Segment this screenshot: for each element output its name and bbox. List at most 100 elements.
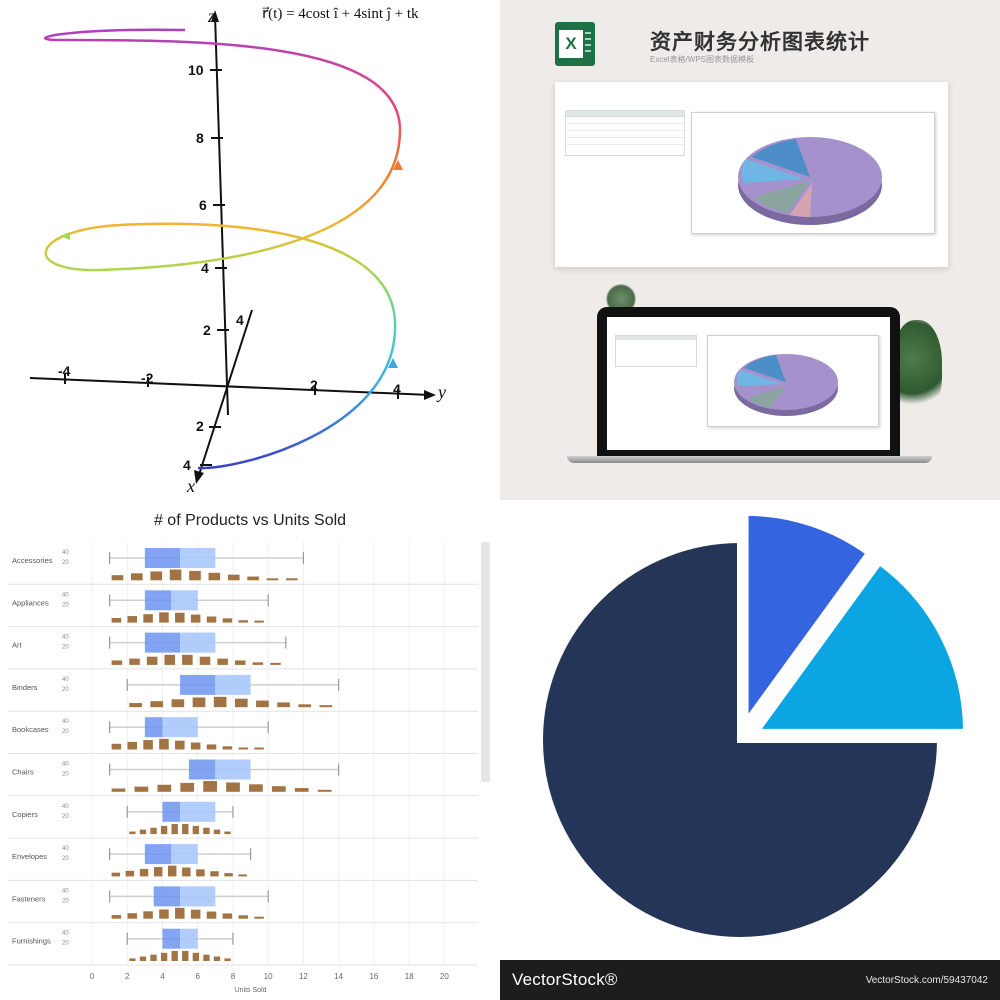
laptop [597,307,900,457]
box-upper-half [180,886,216,907]
category-label: Accessories [12,556,53,565]
histogram-bar [234,698,248,708]
histogram-bar [153,867,163,877]
mini-table [565,110,685,156]
box-lower-half [162,928,181,949]
z-axis [214,14,229,416]
histogram-bar [159,909,169,919]
x-axis-label: x [186,476,195,496]
sub-tick-label: 40 [62,846,69,852]
histogram-bar [192,825,200,835]
box-upper-half [215,674,251,695]
x-tick-label: 2 [125,972,130,981]
histogram-bar [271,786,286,792]
histogram-bar [317,789,332,792]
sub-tick-label: 40 [62,888,69,894]
sub-tick-label: 40 [62,635,69,641]
histogram-bar [182,654,193,665]
y-axis-arrow [424,390,436,400]
histogram-bar [210,871,219,877]
y-tick-label: -2 [141,370,154,386]
z-tick-label: 6 [199,197,207,213]
histogram-bar [134,786,149,792]
footer-brand[interactable]: VectorStock® [512,970,618,989]
x-tick-label: 8 [231,972,236,981]
helix-equation: r⃗(t) = 4cost î + 4sint ĵ + tk [262,6,419,22]
box-lower-half [153,886,181,907]
scrollbar[interactable] [481,542,490,782]
box-upper-half [180,548,216,568]
histogram-bar [180,782,195,792]
histogram-bar [143,614,153,623]
chart-card [555,82,948,267]
histogram-bar [175,740,185,750]
histogram-bar [192,952,200,961]
histogram-bar [254,916,264,919]
histogram-bar [175,612,185,623]
box-upper-half [180,928,198,949]
sub-tick-label: 40 [62,719,69,725]
helix-plot: z y x r⃗(t) = 4cost î + 4sint ĵ + tk 10 … [29,6,446,496]
z-tick-label: 2 [203,322,211,338]
histogram-bar [206,616,217,623]
histogram-bar [127,616,137,623]
x-tick-label: 4 [160,972,165,981]
box-lower-half [144,590,172,611]
sub-tick-label: 40 [62,804,69,810]
histogram-bar [150,954,157,961]
category-label: Envelopes [12,852,47,861]
x-tick-label: 4 [183,457,191,473]
pie-slice [537,536,944,943]
histogram-bar [159,612,169,623]
histogram-bar [143,911,153,919]
histogram-bar [143,740,153,750]
histogram-bar [127,913,137,919]
box-lower-half [180,674,216,695]
x-tick-label: 2 [196,418,204,434]
helix-curve [43,28,402,470]
sub-tick-label: 20 [62,941,69,947]
sub-tick-label: 20 [62,645,69,651]
x-axis [197,309,253,479]
histogram-bar [224,831,231,835]
histogram-bar [111,915,122,919]
histogram-bar [150,571,163,581]
sub-tick-label: 20 [62,814,69,820]
histogram-bar [139,829,147,835]
z-tick-label: 4 [201,260,209,276]
helix-panel: z y x r⃗(t) = 4cost î + 4sint ĵ + tk 10 … [0,0,500,500]
box-upper-half [171,590,198,611]
helix-arrow-blue [388,358,398,368]
box-upper-half [215,759,251,780]
sub-tick-label: 40 [62,592,69,598]
z-tick-label: 10 [188,62,204,78]
box-upper-half [180,801,216,822]
sub-tick-label: 20 [62,602,69,608]
pie-panel: VectorStock® VectorStock.com/59437042 [500,500,1000,1000]
box-lower-half [162,801,181,822]
excel-title: 资产财务分析图表统计 [650,31,870,54]
histogram-bar [150,701,164,708]
sub-tick-label: 20 [62,856,69,862]
category-label: Bookcases [12,725,49,734]
histogram-bar [129,958,136,961]
boxplot-chart: 0 2 4 6 8 10 12 14 16 18 20 Units Sold Accessories 40… [8,542,478,994]
box-upper-half [171,844,198,865]
histogram-bar [182,950,189,961]
z-axis-arrow [211,10,219,22]
y-axis [29,377,431,396]
histogram-bar [222,913,233,919]
histogram-bar [203,781,217,792]
histogram-bar [247,576,259,581]
x-axis-title: Units Sold [235,987,267,994]
histogram-bar [224,958,231,961]
histogram-bar [150,827,157,835]
footer-url[interactable]: VectorStock.com/59437042 [865,974,988,986]
histogram-bar [249,784,263,792]
category-label: Art [12,641,23,650]
histogram-bar [206,911,217,919]
x-tick-label: 14 [334,972,343,981]
excel-logo: X [555,22,595,66]
x-tick-label: 10 [264,972,273,981]
histogram-bar [175,907,185,919]
